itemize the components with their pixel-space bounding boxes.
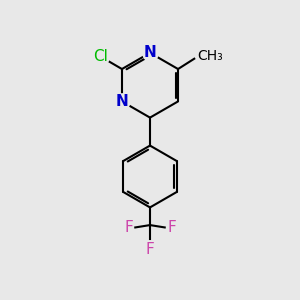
Text: Cl: Cl: [93, 49, 108, 64]
Text: N: N: [116, 94, 128, 109]
Text: F: F: [124, 220, 133, 235]
Text: CH₃: CH₃: [197, 49, 223, 63]
Text: F: F: [167, 220, 176, 235]
Text: N: N: [144, 45, 156, 60]
Text: F: F: [146, 242, 154, 257]
